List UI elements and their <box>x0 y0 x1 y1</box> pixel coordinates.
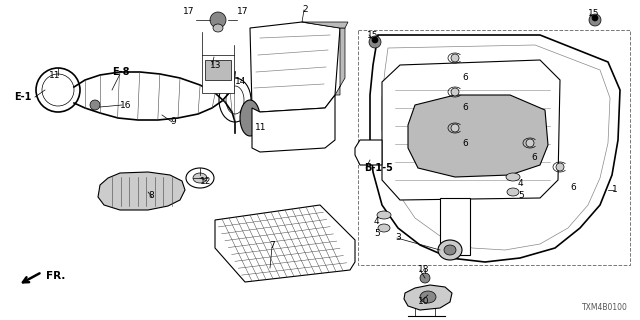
Text: 15: 15 <box>588 10 600 19</box>
Text: 15: 15 <box>367 30 378 39</box>
Ellipse shape <box>451 54 459 62</box>
Text: 5: 5 <box>518 191 524 201</box>
Ellipse shape <box>420 291 436 303</box>
Polygon shape <box>302 22 348 28</box>
Ellipse shape <box>377 211 391 219</box>
Text: B-1-5: B-1-5 <box>364 163 393 173</box>
Text: 6: 6 <box>462 74 468 83</box>
Text: 7: 7 <box>269 241 275 250</box>
Polygon shape <box>408 95 548 177</box>
Ellipse shape <box>444 245 456 255</box>
Text: 6: 6 <box>570 182 576 191</box>
Ellipse shape <box>507 188 519 196</box>
Text: 17: 17 <box>182 7 194 17</box>
Text: 8: 8 <box>148 191 154 201</box>
Bar <box>205 60 231 80</box>
Text: 1: 1 <box>612 186 618 195</box>
Ellipse shape <box>378 224 390 232</box>
Ellipse shape <box>420 273 430 283</box>
Ellipse shape <box>90 100 100 110</box>
Text: 6: 6 <box>462 139 468 148</box>
Ellipse shape <box>369 36 381 48</box>
Polygon shape <box>98 172 185 210</box>
Text: FR.: FR. <box>46 271 65 281</box>
Polygon shape <box>370 35 620 262</box>
Polygon shape <box>404 285 452 310</box>
Ellipse shape <box>451 88 459 96</box>
Polygon shape <box>250 22 340 112</box>
Bar <box>202 55 234 93</box>
Text: 6: 6 <box>462 103 468 113</box>
Ellipse shape <box>506 173 520 181</box>
Text: 12: 12 <box>200 177 211 186</box>
Text: 13: 13 <box>210 60 221 69</box>
Text: 2: 2 <box>302 5 308 14</box>
Ellipse shape <box>556 163 564 171</box>
Text: 14: 14 <box>235 77 246 86</box>
Polygon shape <box>382 60 560 200</box>
Text: 16: 16 <box>120 100 131 109</box>
Text: 4: 4 <box>518 179 524 188</box>
Polygon shape <box>440 198 470 255</box>
Ellipse shape <box>193 173 207 183</box>
Text: 5: 5 <box>374 229 380 238</box>
Ellipse shape <box>451 124 459 132</box>
Polygon shape <box>355 140 382 165</box>
Text: 11: 11 <box>255 124 266 132</box>
Ellipse shape <box>592 15 598 21</box>
Text: E-1: E-1 <box>14 92 31 102</box>
Text: E-8: E-8 <box>112 67 129 77</box>
Ellipse shape <box>240 100 260 136</box>
Ellipse shape <box>213 24 223 32</box>
Text: 10: 10 <box>418 298 429 307</box>
Ellipse shape <box>438 240 462 260</box>
Text: 9: 9 <box>170 117 176 126</box>
Text: 18: 18 <box>418 266 429 275</box>
Text: 3: 3 <box>395 234 401 243</box>
Text: TXM4B0100: TXM4B0100 <box>582 303 628 312</box>
Text: 17: 17 <box>237 7 248 17</box>
Text: 4: 4 <box>374 217 380 226</box>
Text: 11: 11 <box>49 70 61 79</box>
Polygon shape <box>335 28 345 95</box>
Ellipse shape <box>210 12 226 28</box>
Ellipse shape <box>526 139 534 147</box>
Polygon shape <box>252 95 335 152</box>
Ellipse shape <box>372 37 378 43</box>
Ellipse shape <box>589 14 601 26</box>
Polygon shape <box>215 205 355 282</box>
Text: 6: 6 <box>531 153 537 162</box>
